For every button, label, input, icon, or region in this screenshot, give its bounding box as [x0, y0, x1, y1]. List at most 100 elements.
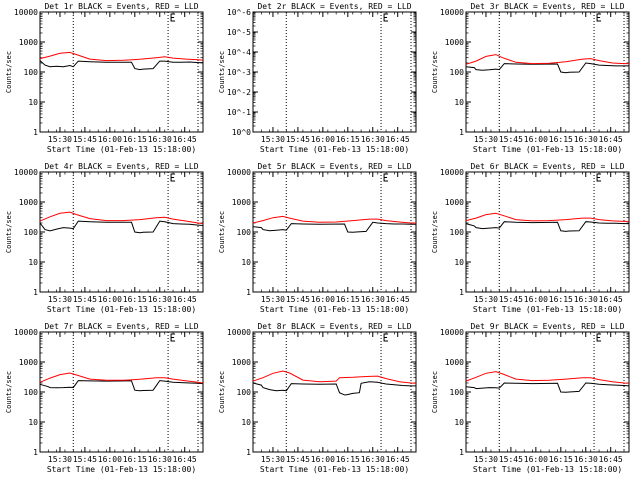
x-tick-label: 16:00 [311, 455, 335, 464]
y-tick-label: 10 [241, 418, 251, 427]
y-tick-label: 10^-2 [227, 88, 251, 97]
x-tick-label: 16:45 [599, 295, 623, 304]
y-tick-label: 1000 [232, 198, 251, 207]
x-tick-label: 15:30 [261, 295, 285, 304]
y-tick-label: 100 [237, 388, 252, 397]
y-tick-label: 10^-6 [227, 8, 251, 17]
series-line-lld [465, 54, 629, 65]
y-tick-label: 1000 [445, 358, 464, 367]
x-tick-label: 15:45 [73, 295, 97, 304]
y-tick-label: 10 [241, 258, 251, 267]
x-axis-label: Start Time (01-Feb-13 15:18:00) [47, 145, 196, 154]
x-tick-label: 16:00 [98, 455, 122, 464]
x-axis-label: Start Time (01-Feb-13 15:18:00) [473, 465, 622, 474]
x-tick-label: 15:30 [261, 135, 285, 144]
chart-title: Det 3r BLACK = Events, RED = LLD [470, 2, 624, 11]
series-line-events [465, 221, 629, 232]
x-axis-label: Start Time (01-Feb-13 15:18:00) [47, 465, 196, 474]
y-tick-label: 100 [450, 388, 465, 397]
y-tick-label: 1000 [445, 38, 464, 47]
x-tick-label: 16:00 [311, 295, 335, 304]
x-tick-label: 16:15 [123, 295, 147, 304]
x-tick-label: 15:45 [73, 455, 97, 464]
x-tick-label: 15:45 [73, 135, 97, 144]
x-tick-label: 16:30 [361, 295, 385, 304]
bracket-marker [596, 173, 602, 182]
x-tick-label: 16:30 [148, 455, 172, 464]
y-axis-label: Counts/sec [5, 51, 13, 93]
y-tick-label: 10 [454, 258, 464, 267]
x-tick-label: 16:15 [336, 135, 360, 144]
x-tick-label: 16:45 [173, 455, 197, 464]
chart-panel-2: Det 2r BLACK = Events, RED = LLD 10^0 10^-… [218, 2, 417, 154]
x-tick-label: 15:30 [261, 455, 285, 464]
plot-frame [252, 331, 417, 453]
x-tick-label: 16:45 [173, 295, 197, 304]
x-tick-label: 15:45 [286, 455, 310, 464]
bracket-marker [383, 173, 389, 182]
y-tick-label: 10^-1 [227, 108, 251, 117]
x-tick-label: 15:30 [474, 135, 498, 144]
plot-frame [39, 331, 204, 453]
y-tick-label: 10 [454, 418, 464, 427]
series-line-lld [252, 370, 417, 384]
x-tick-label: 16:00 [524, 135, 548, 144]
y-tick-label: 10^-5 [227, 28, 251, 37]
chart-panel-8: Det 8r BLACK = Events, RED = LLD 1 10 100 10… [218, 322, 417, 474]
x-tick-label: 16:30 [361, 135, 385, 144]
series-line-events [465, 382, 630, 393]
plot-frame [465, 331, 630, 453]
x-axis-label: Start Time (01-Feb-13 15:18:00) [260, 305, 409, 314]
x-tick-label: 16:15 [123, 455, 147, 464]
x-axis-label: Start Time (01-Feb-13 15:18:00) [473, 305, 622, 314]
y-axis-label: Counts/sec [431, 371, 439, 413]
x-tick-label: 16:15 [549, 295, 573, 304]
x-tick-label: 15:30 [474, 295, 498, 304]
plot-frame [252, 11, 417, 133]
chart-title: Det 9r BLACK = Events, RED = LLD [470, 322, 624, 331]
y-axis-label: Counts/sec [5, 371, 13, 413]
x-tick-label: 15:45 [499, 455, 523, 464]
x-tick-label: 16:30 [574, 295, 598, 304]
x-tick-label: 16:30 [574, 455, 598, 464]
y-tick-label: 1 [246, 448, 251, 457]
x-tick-label: 15:30 [48, 295, 72, 304]
y-tick-label: 1 [33, 128, 38, 137]
y-tick-label: 10^-4 [227, 48, 251, 57]
y-tick-label: 1 [246, 288, 251, 297]
y-tick-label: 100 [24, 68, 39, 77]
y-tick-label: 1000 [19, 38, 38, 47]
y-axis-label: Counts/sec [5, 211, 13, 253]
chart-panel-1: Det 1r BLACK = Events, RED = LLD 1 10 100 10… [5, 2, 204, 154]
chart-title: Det 4r BLACK = Events, RED = LLD [44, 162, 198, 171]
plot-frame [39, 11, 204, 133]
y-tick-label: 100 [450, 68, 465, 77]
x-tick-label: 16:30 [361, 455, 385, 464]
bracket-marker [383, 333, 389, 342]
chart-title: Det 7r BLACK = Events, RED = LLD [44, 322, 198, 331]
x-tick-label: 16:45 [599, 135, 623, 144]
bracket-marker [596, 13, 602, 22]
series-line-lld [39, 372, 204, 384]
series-line-lld [39, 51, 204, 62]
series-line-lld [465, 212, 629, 222]
y-tick-label: 1000 [19, 358, 38, 367]
x-tick-label: 16:30 [148, 135, 172, 144]
bracket-marker [383, 13, 389, 22]
chart-panel-9: Det 9r BLACK = Events, RED = LLD 1 10 100 10… [431, 322, 630, 474]
y-tick-label: 10000 [227, 168, 251, 177]
y-tick-label: 10000 [14, 328, 38, 337]
chart-panel-7: Det 7r BLACK = Events, RED = LLD 1 10 100 10… [5, 322, 204, 474]
x-tick-label: 15:45 [286, 135, 310, 144]
x-tick-label: 15:45 [286, 295, 310, 304]
y-tick-label: 1 [33, 288, 38, 297]
chart-panel-6: Det 6r BLACK = Events, RED = LLD 1 10 100 10… [431, 162, 630, 314]
x-tick-label: 16:00 [524, 295, 548, 304]
x-tick-label: 16:15 [549, 455, 573, 464]
chart-title: Det 5r BLACK = Events, RED = LLD [257, 162, 411, 171]
x-tick-label: 16:30 [574, 135, 598, 144]
x-tick-label: 16:30 [148, 295, 172, 304]
x-axis-label: Start Time (01-Feb-13 15:18:00) [473, 145, 622, 154]
series-line-events [39, 380, 204, 392]
